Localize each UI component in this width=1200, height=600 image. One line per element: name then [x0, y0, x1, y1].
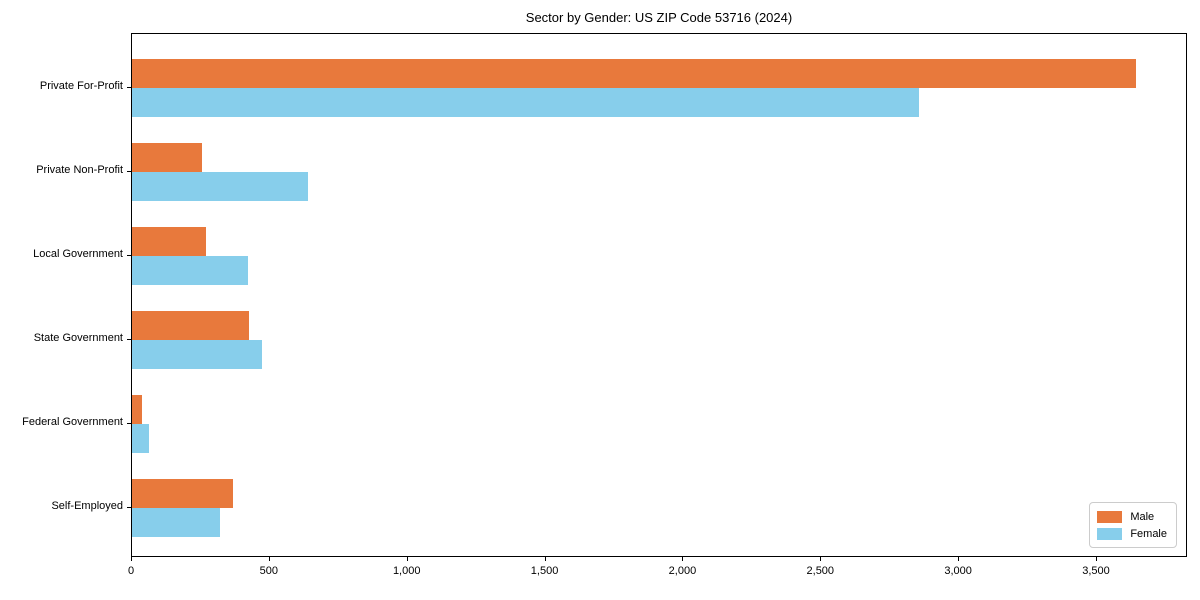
- x-tick-label: 0: [127, 565, 135, 577]
- x-tick-label: 1,000: [392, 565, 421, 577]
- x-tick-mark: [958, 557, 960, 561]
- x-tick-mark: [131, 557, 132, 561]
- x-tick-label: 2,500: [806, 565, 835, 577]
- legend-swatch-male: [1097, 510, 1123, 523]
- y-tick-label: Self-Employed: [51, 500, 123, 512]
- legend-label: Male: [1130, 510, 1155, 523]
- x-tick-mark: [406, 557, 408, 561]
- bar-female-private-non-profit: [132, 172, 309, 201]
- chart-title: Sector by Gender: US ZIP Code 53716 (202…: [525, 10, 793, 25]
- y-tick-mark: [127, 255, 131, 256]
- bar-female-self-employed: [132, 508, 221, 537]
- x-tick-mark: [268, 557, 270, 561]
- y-tick-mark: [127, 87, 131, 88]
- bar-male-private-for-profit: [132, 59, 1136, 88]
- bar-male-self-employed: [132, 479, 233, 508]
- bar-male-federal-government: [132, 395, 142, 424]
- y-tick-label: Private For-Profit: [39, 80, 123, 92]
- x-tick-label: 1,500: [530, 565, 559, 577]
- bar-female-federal-government: [132, 424, 149, 453]
- legend-swatch-female: [1097, 527, 1123, 540]
- y-tick-label: State Government: [33, 332, 123, 344]
- bar-male-state-government: [132, 311, 250, 340]
- y-tick-label: Federal Government: [22, 416, 123, 428]
- legend-label: Female: [1130, 527, 1167, 540]
- x-tick-label: 3,000: [944, 565, 972, 577]
- x-tick-label: 500: [259, 565, 279, 577]
- y-tick-mark: [127, 171, 131, 172]
- bar-female-state-government: [132, 340, 262, 369]
- plot-area: Male Female: [131, 33, 1187, 557]
- x-tick-label: 2,000: [668, 565, 697, 577]
- x-tick-mark: [682, 557, 684, 561]
- bar-female-local-government: [132, 256, 248, 285]
- bar-male-private-non-profit: [132, 143, 203, 172]
- legend-item-female: Female: [1097, 525, 1167, 542]
- x-tick-mark: [1096, 557, 1097, 561]
- x-tick-mark: [544, 557, 546, 561]
- y-tick-mark: [127, 339, 131, 340]
- bar-male-local-government: [132, 227, 207, 256]
- x-tick-label: 3,500: [1082, 565, 1110, 577]
- y-tick-label: Local Government: [33, 248, 123, 260]
- x-tick-mark: [820, 557, 822, 561]
- legend-item-male: Male: [1097, 508, 1167, 525]
- y-tick-mark: [127, 507, 131, 508]
- bar-female-private-for-profit: [132, 88, 920, 117]
- legend: Male Female: [1089, 502, 1177, 548]
- y-tick-mark: [127, 423, 131, 424]
- y-tick-label: Private Non-Profit: [36, 164, 123, 176]
